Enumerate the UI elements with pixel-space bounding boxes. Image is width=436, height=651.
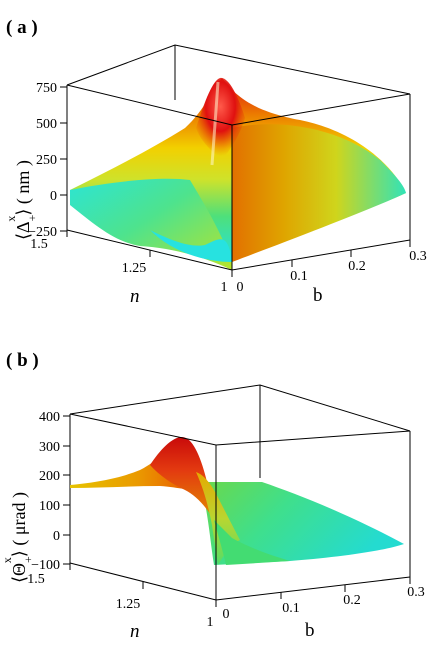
panel-a-z-tick: 0 (50, 189, 57, 204)
panel-a-z-axis: 750 500 250 0 −250 (28, 81, 67, 240)
panel-a-b-tick: 0.1 (290, 269, 308, 284)
panel-b-n-axis: 1.5 1.25 1 n (27, 563, 217, 642)
panel-a-z-tick: 500 (36, 117, 57, 132)
panel-a-b-tick: 0 (237, 280, 244, 295)
panel-a-b-tick: 0.2 (348, 259, 366, 274)
panel-a-n-label: n (130, 286, 140, 307)
panel-b-n-tick: 1.5 (27, 572, 45, 587)
panel-a-label: ( a ) (6, 17, 38, 38)
panel-a: ( a ) (4, 17, 427, 307)
panel-b-n-tick: 1.25 (116, 597, 141, 612)
panel-b-b-tick: 0 (223, 607, 230, 622)
panel-a-b-tick: 0.3 (409, 249, 427, 264)
panel-a-n-axis: 1.5 1.25 1 n (30, 230, 233, 307)
panel-b-z-tick: 100 (39, 499, 60, 514)
panel-b: ( b ) (0, 350, 425, 642)
panel-b-z-label: ⟨Θ+x⟩ ( μrad ) (0, 492, 35, 583)
panel-b-n-tick: 1 (207, 615, 214, 630)
panel-b-b-label: b (305, 620, 315, 641)
panel-b-z-tick: 200 (39, 469, 60, 484)
panel-b-b-tick: 0.3 (407, 585, 425, 600)
panel-b-b-tick: 0.2 (343, 593, 361, 608)
panel-b-b-axis: 0 0.1 0.2 0.3 b (223, 577, 425, 641)
panel-b-b-tick: 0.1 (282, 601, 300, 616)
panel-a-b-axis: 0 0.1 0.2 0.3 b (237, 240, 427, 306)
panel-b-z-tick: −100 (31, 558, 60, 573)
panel-a-n-tick: 1.25 (122, 261, 147, 276)
panel-a-b-label: b (313, 285, 323, 306)
panel-a-z-tick: 750 (36, 81, 57, 96)
panel-a-box-back (66, 44, 411, 240)
panel-b-n-label: n (130, 621, 140, 642)
panel-a-z-tick: 250 (36, 153, 57, 168)
panel-a-surface (70, 77, 406, 270)
panel-a-n-tick: 1 (221, 280, 228, 295)
panel-b-box-back (69, 384, 411, 577)
panel-b-surface (70, 437, 404, 565)
panel-b-z-tick: 0 (53, 529, 60, 544)
panel-b-z-tick: 400 (39, 410, 60, 425)
panel-b-z-tick: 300 (39, 440, 60, 455)
panel-a-z-label: ⟨Δ+x⟩ ( nm ) (4, 160, 39, 240)
panel-a-z-tick: −250 (28, 225, 57, 240)
panel-b-z-axis: 400 300 200 100 0 −100 (31, 410, 70, 573)
panel-b-label: ( b ) (6, 350, 39, 371)
panel-a-n-tick: 1.5 (30, 237, 48, 252)
